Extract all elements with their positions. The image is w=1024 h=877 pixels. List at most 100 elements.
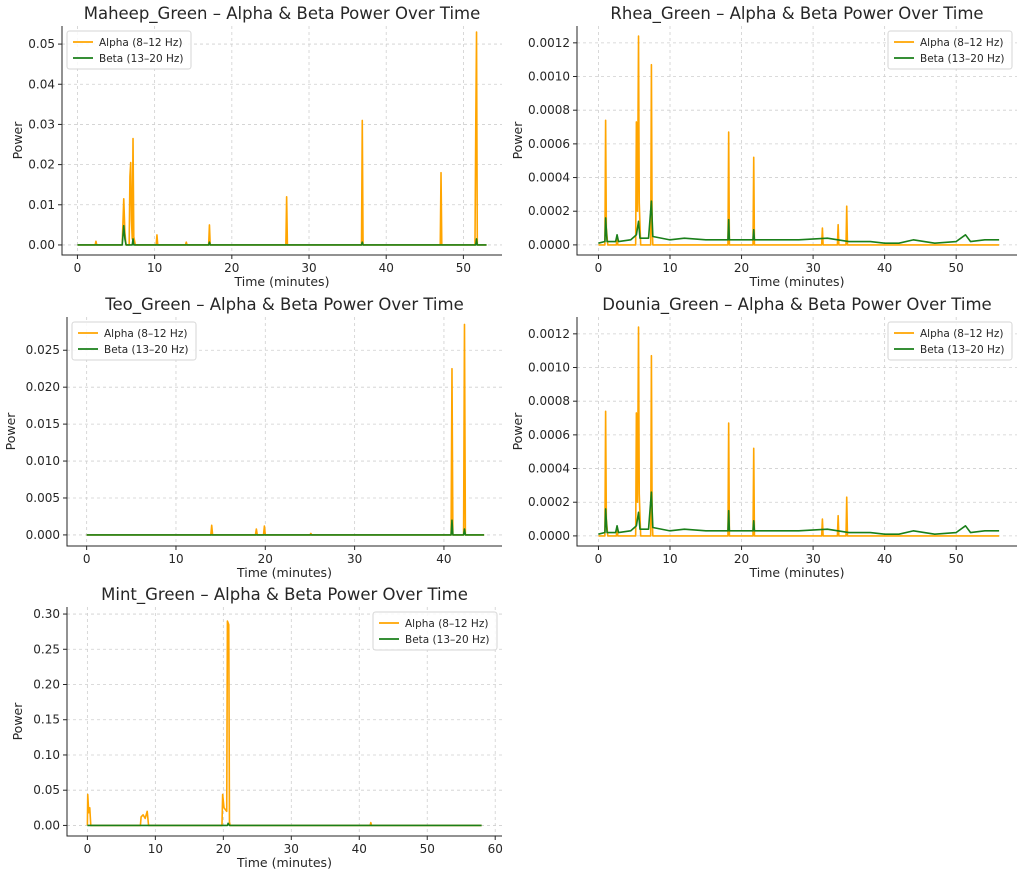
series-line-beta: [86, 519, 485, 536]
y-tick-label: 0.0000: [528, 238, 570, 252]
x-tick-label: 30: [805, 261, 820, 275]
legend-label: Beta (13–20 Hz): [99, 53, 183, 65]
x-tick-label: 40: [352, 842, 367, 856]
y-tick-label: 0.00: [33, 818, 60, 832]
chart-title: Mint_Green – Alpha & Beta Power Over Tim…: [101, 585, 468, 605]
legend: Alpha (8–12 Hz) Beta (13–20 Hz): [372, 611, 498, 651]
y-tick-label: 0.30: [33, 607, 60, 621]
legend-label: Alpha (8–12 Hz): [405, 618, 488, 630]
legend-box: [887, 30, 1013, 70]
axis-spine: [66, 317, 502, 547]
x-tick-label: 50: [949, 261, 964, 275]
legend-label: Beta (13–20 Hz): [104, 344, 188, 356]
x-tick-label: 10: [662, 552, 677, 566]
chart-panel-5: 0 10 20 30 40 50 60 0.00 0.05 0.10 0.15 0.20 0.25 0.3…: [10, 585, 503, 870]
legend-box: [372, 611, 498, 651]
x-tick-label: 20: [734, 261, 749, 275]
x-tick-label: 30: [347, 552, 362, 566]
x-tick-label: 40: [877, 552, 892, 566]
y-tick-label: 0.000: [26, 528, 60, 542]
y-axis-label: Power: [510, 121, 525, 160]
x-tick-label: 50: [949, 552, 964, 566]
y-tick-label: 0.010: [26, 454, 60, 468]
legend: Alpha (8–12 Hz) Beta (13–20 Hz): [887, 321, 1013, 361]
y-tick-label: 0.10: [33, 748, 60, 762]
legend-box: [66, 30, 192, 70]
y-tick-label: 0.0002: [528, 495, 570, 509]
x-axis-label: Time (minutes): [236, 565, 332, 580]
y-tick-label: 0.025: [26, 343, 60, 357]
y-tick-label: 0.0002: [528, 204, 570, 218]
y-tick-label: 0.0012: [528, 36, 570, 50]
chart-panel-4: 0 10 20 30 40 50 0.0000 0.0002 0.0004 0.0006 0.000…: [510, 295, 1017, 580]
legend: Alpha (8–12 Hz) Beta (13–20 Hz): [66, 30, 192, 70]
y-tick-label: 0.20: [33, 678, 60, 692]
y-tick-label: 0.02: [28, 158, 55, 172]
x-tick-label: 20: [258, 552, 273, 566]
x-tick-label: 50: [420, 842, 435, 856]
x-axis-label: Time (minutes): [749, 274, 845, 289]
x-axis-label: Time (minutes): [749, 565, 845, 580]
legend: Alpha (8–12 Hz) Beta (13–20 Hz): [71, 321, 197, 361]
y-tick-label: 0.0010: [528, 70, 570, 84]
y-tick-label: 0.020: [26, 380, 60, 394]
chart-title: Teo_Green – Alpha & Beta Power Over Time: [104, 295, 464, 315]
y-axis-label: Power: [10, 121, 25, 160]
x-tick-label: 40: [877, 261, 892, 275]
series-line-alpha: [86, 620, 482, 827]
y-tick-label: 0.01: [28, 198, 55, 212]
y-tick-label: 0.015: [26, 417, 60, 431]
y-tick-label: 0.0006: [528, 428, 570, 442]
legend: Alpha (8–12 Hz) Beta (13–20 Hz): [887, 30, 1013, 70]
chart-title: Rhea_Green – Alpha & Beta Power Over Tim…: [610, 4, 983, 24]
legend-label: Alpha (8–12 Hz): [920, 37, 1003, 49]
y-tick-label: 0.0004: [528, 462, 570, 476]
x-tick-label: 40: [379, 261, 394, 275]
chart-panel-2: 0 10 20 30 40 50 0.0000 0.0002 0.0004 0.0006 0.000…: [510, 4, 1017, 289]
series-line-beta: [598, 200, 1000, 245]
x-tick-label: 20: [224, 261, 239, 275]
chart-panel-3: 0 10 20 30 40 0.000 0.005 0.010 0.015 0.020 0.025 T…: [3, 295, 502, 580]
y-tick-label: 0.05: [28, 37, 55, 51]
legend-box: [71, 321, 197, 361]
y-tick-label: 0.005: [26, 491, 60, 505]
x-tick-label: 0: [74, 261, 82, 275]
y-axis-label: Power: [10, 702, 25, 741]
x-tick-label: 30: [301, 261, 316, 275]
y-tick-label: 0.15: [33, 713, 60, 727]
y-tick-label: 0.00: [28, 238, 55, 252]
x-tick-label: 10: [147, 261, 162, 275]
y-tick-label: 0.05: [33, 783, 60, 797]
y-tick-label: 0.0008: [528, 103, 570, 117]
legend-label: Alpha (8–12 Hz): [920, 328, 1003, 340]
axis-spine: [576, 26, 1017, 256]
x-tick-label: 0: [595, 261, 603, 275]
legend-label: Alpha (8–12 Hz): [99, 37, 182, 49]
x-tick-label: 60: [488, 842, 503, 856]
axis-spine: [576, 317, 1017, 547]
x-axis-label: Time (minutes): [236, 855, 332, 870]
chart-panel-1: 0 10 20 30 40 50 0.00 0.01 0.02 0.03 0.04 0.05 Mahee…: [10, 4, 502, 289]
chart-title: Maheep_Green – Alpha & Beta Power Over T…: [84, 4, 481, 24]
y-tick-label: 0.0006: [528, 137, 570, 151]
x-tick-label: 10: [148, 842, 163, 856]
x-tick-label: 40: [436, 552, 451, 566]
chart-title: Dounia_Green – Alpha & Beta Power Over T…: [602, 295, 991, 315]
x-tick-label: 10: [168, 552, 183, 566]
y-tick-label: 0.0004: [528, 171, 570, 185]
x-tick-label: 0: [84, 842, 92, 856]
series-line-beta: [77, 224, 487, 246]
legend-label: Beta (13–20 Hz): [920, 344, 1004, 356]
legend-box: [887, 321, 1013, 361]
x-tick-label: 20: [216, 842, 231, 856]
axis-spine: [61, 26, 502, 256]
y-axis-label: Power: [3, 412, 18, 451]
x-tick-label: 30: [284, 842, 299, 856]
y-tick-label: 0.03: [28, 117, 55, 131]
y-axis-label: Power: [510, 412, 525, 451]
x-tick-label: 0: [83, 552, 91, 566]
y-tick-label: 0.04: [28, 77, 55, 91]
legend-label: Beta (13–20 Hz): [405, 634, 489, 646]
y-tick-label: 0.0000: [528, 529, 570, 543]
